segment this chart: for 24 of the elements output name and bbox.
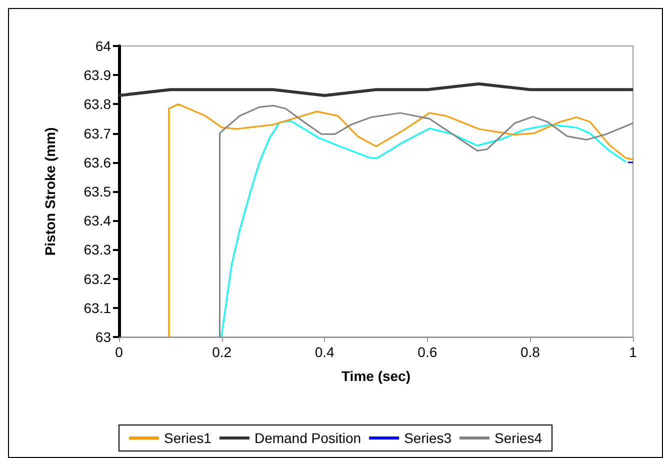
y-tick-label: 63.7 — [84, 125, 112, 142]
y-tick-label: 63.3 — [84, 242, 112, 258]
x-tick-label: 0.6 — [418, 344, 438, 360]
y-axis-title: Piston Stroke (mm) — [42, 127, 58, 256]
x-tick-label: 1 — [629, 344, 638, 360]
y-tick-label: 63.5 — [84, 184, 112, 200]
legend-label: Series1 — [164, 430, 212, 446]
x-axis-title: Time (sec) — [342, 368, 410, 384]
y-tick-label: 63.2 — [84, 270, 112, 287]
x-tick-label: 0.2 — [212, 344, 232, 360]
y-tick-label: 63.4 — [84, 212, 112, 229]
line-series — [118, 82, 634, 97]
legend-label: Series4 — [494, 430, 542, 446]
x-tick-label: 0 — [115, 344, 124, 360]
y-tick-label: 63.8 — [84, 96, 112, 112]
y-tick-label: 63.9 — [84, 67, 112, 84]
y-tick-label: 63 — [95, 329, 112, 345]
legend-label: Demand Position — [254, 430, 362, 446]
y-tick-label: 63.1 — [84, 300, 112, 316]
y-tick-label: 64 — [95, 38, 112, 54]
x-tick-label: 0.4 — [314, 344, 335, 360]
y-tick-label: 63.6 — [84, 154, 112, 170]
x-tick-label: 0.8 — [520, 344, 540, 360]
legend-label: Series3 — [404, 430, 452, 446]
